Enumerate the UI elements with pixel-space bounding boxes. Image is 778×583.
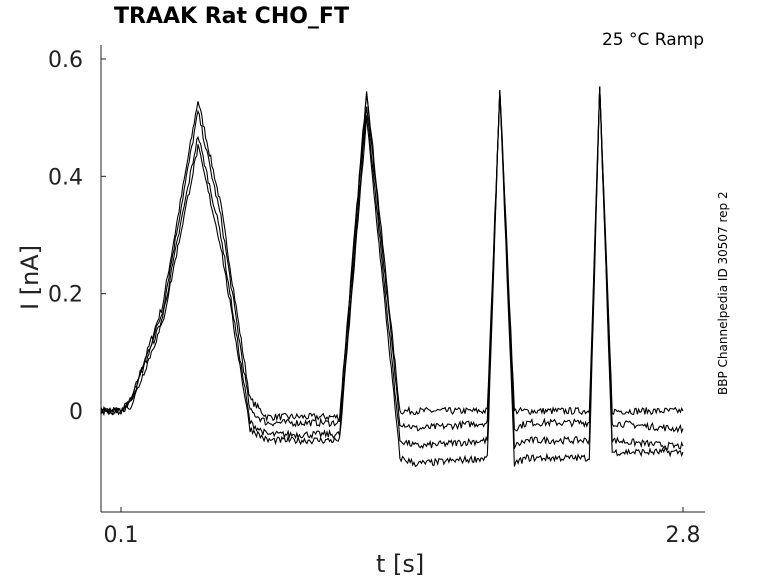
trace-line-2	[100, 86, 684, 434]
y-tick-label: 0	[69, 400, 83, 425]
traces	[100, 86, 684, 468]
trace-line-1	[100, 88, 684, 423]
chart-title: TRAAK Rat CHO_FT	[114, 4, 349, 29]
condition-annotation: 25 °C Ramp	[601, 30, 704, 50]
x-tick-label: 0.1	[104, 523, 139, 548]
ticks: 0 0.2 0.4 0.6 0.1 2.8	[48, 48, 701, 548]
trace-line-3	[100, 87, 684, 450]
trace-line-4	[100, 86, 684, 468]
x-axis-label: t [s]	[376, 550, 425, 578]
axes	[100, 45, 705, 513]
x-tick-label: 2.8	[666, 523, 701, 548]
y-tick-label: 0.2	[48, 283, 83, 308]
y-tick-label: 0.4	[48, 165, 83, 190]
y-tick-label: 0.6	[48, 48, 83, 73]
